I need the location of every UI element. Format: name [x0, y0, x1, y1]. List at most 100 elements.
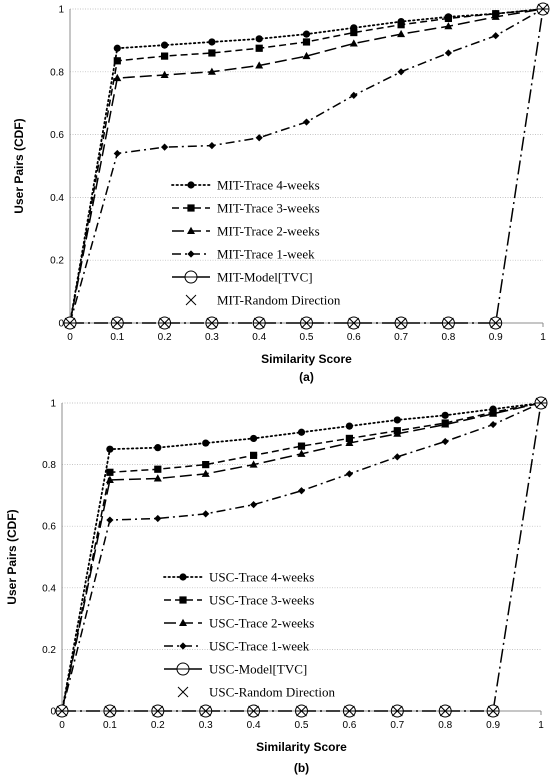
x-tick-label: 1: [540, 332, 546, 343]
legend-swatch-marker-0: [179, 573, 187, 581]
data-point-5-stroke-b: [301, 317, 312, 329]
data-point-3: [492, 32, 500, 40]
legend-label-3: USC-Trace 1-week: [209, 639, 310, 654]
data-point-2: [441, 420, 450, 428]
legend: USC-Trace 4-weeks USC-Trace 3-weeks USC-Tr…: [163, 570, 336, 700]
data-point-1: [397, 21, 405, 29]
data-point-3: [393, 453, 401, 461]
legend-label-2: MIT-Trace 2-weeks: [217, 224, 320, 239]
legend-swatch-marker-5-stroke-b: [185, 294, 197, 306]
data-point-5-stroke-b: [443, 317, 454, 329]
data-point-1: [297, 442, 306, 450]
data-point-5: [206, 317, 218, 329]
data-point-1: [208, 49, 216, 57]
data-point-2: [105, 475, 114, 483]
x-tick-label: 0.4: [247, 720, 261, 731]
y-axis-title: User Pairs (CDF): [12, 118, 26, 213]
x-tick-label: 0.7: [394, 332, 408, 343]
data-point-2: [349, 39, 358, 47]
data-point-2: [201, 469, 210, 477]
data-point-5-stroke-b: [248, 705, 259, 717]
legend-swatch-marker-1: [187, 204, 195, 212]
data-point-2: [302, 51, 311, 60]
legend-label-0: MIT-Trace 4-weeks: [217, 178, 320, 193]
data-point-5-stroke-b: [206, 317, 218, 329]
data-point-3: [441, 437, 449, 446]
data-point-2: [397, 29, 406, 38]
data-point-5: [439, 705, 451, 717]
data-point-5: [395, 317, 407, 329]
data-point-0: [202, 439, 210, 447]
legend-swatch-marker-5: [185, 294, 197, 306]
x-tick-label: 0.6: [342, 720, 356, 731]
data-point-2: [160, 70, 169, 78]
data-point-5-stroke-b: [253, 317, 265, 329]
legend-label-4: MIT-Model[TVC]: [217, 270, 313, 285]
x-tick-label: 0.6: [347, 332, 361, 343]
data-point-5-stroke-b: [152, 705, 164, 717]
legend-label-5: MIT-Random Direction: [217, 293, 341, 308]
y-axis-title: User Pairs (CDF): [5, 509, 19, 604]
series-line-2: [69, 8, 544, 324]
data-point-1: [350, 28, 358, 37]
legend-label-0: USC-Trace 4-weeks: [209, 570, 314, 585]
legend-swatch-marker-3: [179, 642, 187, 650]
data-point-3: [154, 514, 162, 523]
data-point-3: [208, 141, 216, 150]
data-point-5: [348, 317, 360, 329]
legend-label-1: USC-Trace 3-weeks: [209, 593, 314, 608]
y-tick-label: 0.2: [50, 256, 64, 267]
data-point-5-stroke-b: [56, 705, 68, 717]
y-tick-label: 0.6: [50, 130, 64, 141]
y-tick-label: 0.2: [42, 645, 56, 656]
data-point-1: [113, 57, 121, 65]
data-point-5: [159, 317, 170, 329]
data-point-1: [444, 14, 452, 23]
data-point-5: [535, 397, 547, 409]
legend-swatch-marker-5-stroke-b: [177, 686, 189, 698]
data-point-5: [443, 317, 454, 329]
data-point-2: [113, 73, 122, 82]
data-point-5-stroke-b: [200, 705, 212, 717]
y-tick-label: 0.8: [50, 67, 64, 78]
data-point-1: [255, 44, 263, 52]
x-axis-title: Similarity Score: [261, 352, 352, 366]
data-point-5: [344, 705, 355, 717]
data-point-3: [397, 68, 405, 76]
chart-panel-1: 0 0.2 0.4 0.6 0.8 1 0 0.1 0.2 0.3 0.4 0.5 0.6 0.7 0.8 0…: [5, 396, 548, 775]
x-axis-title: Similarity Score: [256, 740, 347, 754]
data-point-0: [113, 44, 121, 52]
data-point-3: [444, 49, 452, 57]
data-point-5-stroke-b: [344, 705, 355, 717]
data-point-3: [350, 91, 358, 99]
x-tick-label: 0.5: [295, 720, 309, 731]
data-point-5-stroke-b: [64, 317, 76, 329]
data-point-3: [161, 143, 169, 151]
data-point-5-stroke-b: [391, 705, 403, 717]
data-point-2: [393, 429, 402, 437]
data-point-1: [154, 465, 162, 473]
data-point-5-stroke-b: [439, 705, 451, 717]
data-point-5-stroke-b: [535, 397, 547, 409]
data-point-5: [537, 3, 549, 15]
x-tick-label: 0.2: [151, 720, 165, 731]
legend-label-2: USC-Trace 2-weeks: [209, 616, 314, 631]
legend-swatch-marker-0: [187, 181, 195, 189]
data-point-0: [255, 35, 263, 43]
data-point-3: [345, 470, 353, 478]
data-point-0: [393, 416, 401, 424]
data-point-5-stroke-b: [111, 317, 123, 329]
legend: MIT-Trace 4-weeks MIT-Trace 3-weeks MIT-Tr…: [171, 178, 341, 308]
x-tick-label: 0.8: [441, 332, 455, 343]
data-point-0: [297, 428, 306, 436]
data-point-5: [104, 705, 116, 717]
data-point-1: [250, 451, 258, 459]
data-point-2: [491, 12, 500, 20]
data-point-2: [153, 474, 162, 482]
y-tick-label: 0: [50, 707, 56, 718]
data-point-5-stroke-b: [348, 317, 360, 329]
legend-swatch-marker-5: [177, 686, 189, 698]
series-5: [64, 3, 549, 329]
x-tick-label: 0.8: [438, 720, 452, 731]
data-point-0: [250, 434, 258, 443]
